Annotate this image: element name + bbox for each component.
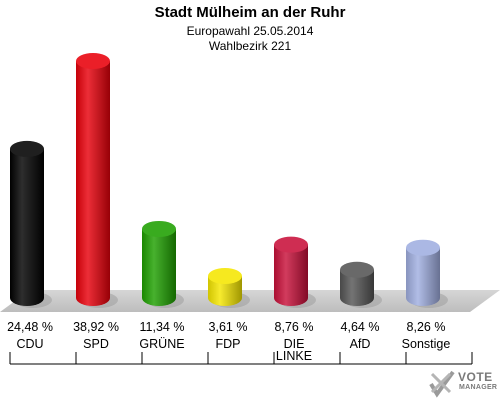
vote-manager-logo: VOTE MANAGER xyxy=(428,368,498,398)
value-label: 8,26 % xyxy=(407,320,446,334)
chart-title: Stadt Mülheim an der Ruhr xyxy=(154,4,346,21)
bar-top xyxy=(406,239,440,256)
bar-top xyxy=(76,53,110,69)
logo-text-manager: MANAGER xyxy=(459,384,498,391)
bar-cdu xyxy=(10,140,52,308)
bar-body xyxy=(10,148,44,306)
bar-fdp xyxy=(208,268,250,308)
bar-spd xyxy=(76,53,118,308)
bar-sonstige xyxy=(406,239,448,308)
bar-body xyxy=(76,61,110,306)
category-label: Sonstige xyxy=(402,337,451,351)
value-label: 8,76 % xyxy=(275,320,314,334)
category-label: AfD xyxy=(350,337,371,351)
value-label: 24,48 % xyxy=(7,320,53,334)
bar-body xyxy=(406,247,440,306)
bar-body xyxy=(208,276,242,306)
category-axis: CDU SPD GRÜNE FDP DIE LINKE AfD Sonstige xyxy=(9,337,473,365)
value-label: 38,92 % xyxy=(73,320,119,334)
category-label: SPD xyxy=(83,337,109,351)
chart-district: Wahlbezirk 221 xyxy=(208,39,292,53)
bar-afd xyxy=(340,261,382,308)
bar-series xyxy=(10,53,448,308)
category-label: FDP xyxy=(216,337,241,351)
bar-top xyxy=(10,140,44,157)
value-label: 3,61 % xyxy=(209,320,248,334)
chart-subtitle: Europawahl 25.05.2014 xyxy=(186,24,314,38)
bar-top xyxy=(208,268,242,285)
value-label: 11,34 % xyxy=(140,320,185,334)
bar-top xyxy=(340,261,374,278)
bar-top xyxy=(142,220,176,237)
category-label: CDU xyxy=(16,337,43,351)
bar-body xyxy=(142,228,176,306)
value-labels: 24,48 % 38,92 % 11,34 % 3,61 % 8,76 % 4,64 % 8… xyxy=(7,320,445,334)
bar-top xyxy=(274,236,308,253)
bar-grüne xyxy=(142,220,184,308)
value-label: 4,64 % xyxy=(341,320,380,334)
logo-text-vote: VOTE xyxy=(458,370,493,384)
category-label: DIE LINKE xyxy=(276,337,312,363)
category-label: GRÜNE xyxy=(139,337,184,351)
bar-body xyxy=(340,269,374,306)
bar-die-linke xyxy=(274,236,316,308)
bar-body xyxy=(274,244,308,306)
ballot-cross-icon xyxy=(429,370,455,398)
